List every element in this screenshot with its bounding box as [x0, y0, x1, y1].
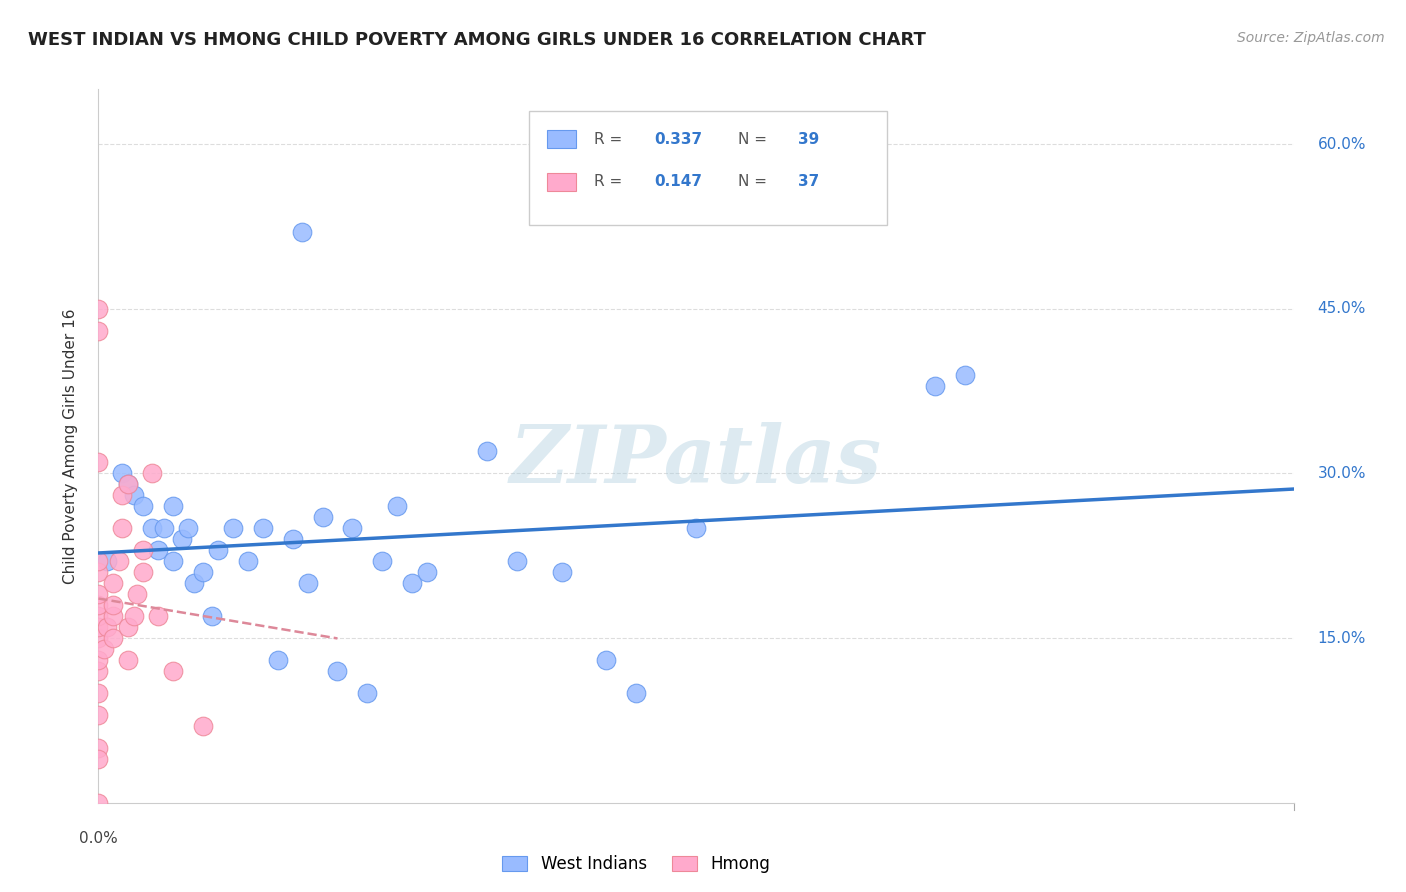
Point	[111, 488, 134, 502]
Point	[162, 554, 184, 568]
Point	[127, 587, 149, 601]
Point	[87, 708, 110, 723]
Text: 0.0%: 0.0%	[79, 831, 118, 847]
Point	[685, 521, 707, 535]
Point	[267, 653, 290, 667]
Point	[172, 533, 194, 547]
Text: 0.337: 0.337	[654, 132, 702, 146]
FancyBboxPatch shape	[547, 130, 576, 148]
Point	[87, 301, 110, 316]
Point	[117, 653, 139, 667]
Text: Source: ZipAtlas.com: Source: ZipAtlas.com	[1237, 31, 1385, 45]
Y-axis label: Child Poverty Among Girls Under 16: Child Poverty Among Girls Under 16	[63, 309, 77, 583]
Point	[342, 521, 364, 535]
Point	[236, 554, 259, 568]
Point	[132, 543, 155, 558]
FancyBboxPatch shape	[547, 173, 576, 191]
Point	[148, 609, 170, 624]
Text: 30.0%: 30.0%	[1317, 466, 1365, 481]
Point	[96, 554, 118, 568]
Point	[222, 521, 245, 535]
Point	[111, 467, 134, 481]
Point	[624, 686, 647, 700]
Text: 60.0%: 60.0%	[1317, 136, 1365, 152]
Point	[326, 664, 349, 678]
FancyBboxPatch shape	[529, 111, 887, 225]
Point	[475, 444, 498, 458]
Point	[311, 510, 333, 524]
Point	[117, 620, 139, 634]
Point	[96, 620, 118, 634]
Point	[103, 576, 125, 591]
Point	[117, 477, 139, 491]
Point	[87, 324, 110, 338]
Point	[153, 521, 176, 535]
Text: ZIPatlas: ZIPatlas	[510, 422, 882, 499]
Point	[550, 566, 572, 580]
Point	[191, 566, 214, 580]
Text: N =: N =	[738, 132, 772, 146]
Point	[290, 225, 312, 239]
Point	[87, 631, 110, 645]
Point	[595, 653, 617, 667]
Text: 37: 37	[797, 175, 818, 189]
Point	[132, 500, 155, 514]
Point	[162, 500, 184, 514]
Legend: West Indians, Hmong: West Indians, Hmong	[496, 849, 776, 880]
Text: R =: R =	[595, 132, 627, 146]
Point	[111, 521, 134, 535]
Point	[87, 620, 110, 634]
Text: 15.0%: 15.0%	[1317, 631, 1365, 646]
Point	[132, 566, 155, 580]
Point	[103, 598, 125, 612]
Point	[87, 554, 110, 568]
Point	[117, 477, 139, 491]
Point	[103, 631, 125, 645]
Point	[87, 752, 110, 766]
Point	[924, 378, 946, 392]
Point	[87, 740, 110, 755]
Point	[87, 686, 110, 700]
Point	[87, 609, 110, 624]
Point	[141, 521, 163, 535]
Text: 45.0%: 45.0%	[1317, 301, 1365, 317]
Point	[401, 576, 423, 591]
Point	[124, 488, 146, 502]
Point	[371, 554, 394, 568]
Point	[124, 609, 146, 624]
Point	[201, 609, 224, 624]
Point	[148, 543, 170, 558]
Text: R =: R =	[595, 175, 627, 189]
Text: 0.147: 0.147	[654, 175, 702, 189]
Point	[252, 521, 274, 535]
Text: 39: 39	[797, 132, 818, 146]
Point	[183, 576, 205, 591]
Point	[191, 719, 214, 733]
Point	[108, 554, 131, 568]
Point	[103, 609, 125, 624]
Point	[87, 664, 110, 678]
Point	[141, 467, 163, 481]
Point	[506, 554, 529, 568]
Point	[87, 587, 110, 601]
Point	[416, 566, 439, 580]
Point	[87, 455, 110, 469]
Point	[162, 664, 184, 678]
Point	[953, 368, 976, 382]
Point	[207, 543, 229, 558]
Point	[385, 500, 409, 514]
Point	[87, 566, 110, 580]
Text: WEST INDIAN VS HMONG CHILD POVERTY AMONG GIRLS UNDER 16 CORRELATION CHART: WEST INDIAN VS HMONG CHILD POVERTY AMONG…	[28, 31, 927, 49]
Point	[87, 653, 110, 667]
Point	[93, 642, 115, 657]
Point	[297, 576, 319, 591]
Point	[356, 686, 378, 700]
Point	[281, 533, 304, 547]
Point	[87, 796, 110, 810]
Text: N =: N =	[738, 175, 772, 189]
Point	[177, 521, 200, 535]
Point	[87, 598, 110, 612]
